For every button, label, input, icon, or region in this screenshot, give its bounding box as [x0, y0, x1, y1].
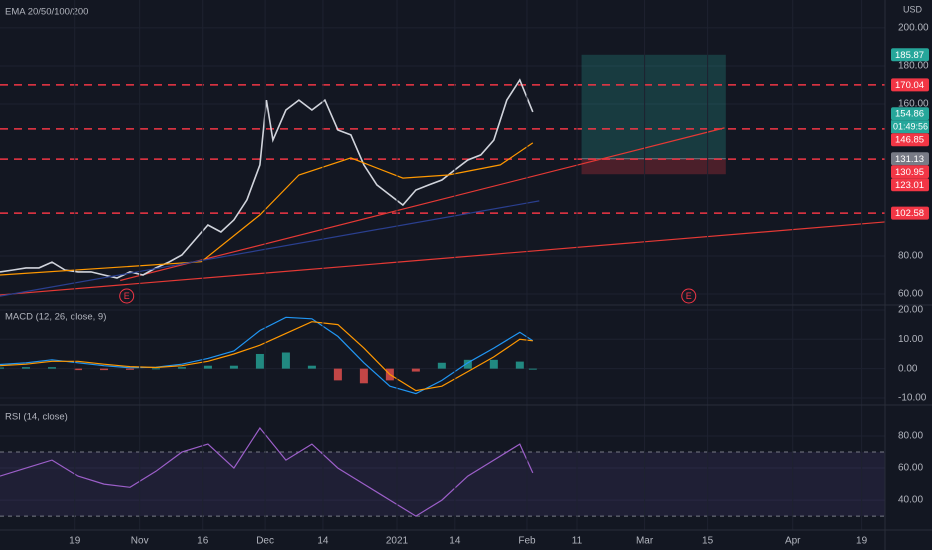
x-tick-label: Apr	[785, 536, 801, 547]
price-tag-label: 170.04	[895, 80, 924, 91]
histogram-bar	[125, 368, 134, 370]
histogram-bar	[515, 361, 524, 369]
x-tick-label: 2021	[386, 536, 409, 547]
y-tick-label: 60.00	[898, 289, 923, 300]
histogram-bar	[0, 367, 4, 369]
y-tick-label: 80.00	[898, 251, 923, 262]
price-tag	[891, 133, 929, 147]
price-tag	[891, 206, 929, 220]
position-target	[581, 54, 726, 159]
price-tag	[891, 48, 929, 62]
position-stop	[581, 158, 726, 175]
event-label: E	[686, 291, 692, 301]
trendline	[120, 127, 725, 282]
indicator-title: EMA 20/50/100/200	[5, 7, 88, 18]
series-line	[0, 78, 534, 279]
histogram-bar	[47, 367, 56, 369]
series-line	[0, 142, 534, 276]
price-tag-label: 123.01	[895, 180, 924, 191]
y-tick-label: 60.00	[898, 463, 923, 474]
event-marker	[681, 288, 697, 304]
x-tick-label: 14	[317, 536, 329, 547]
countdown-tag	[891, 120, 929, 134]
price-tag-label: 185.87	[895, 50, 924, 61]
event-marker	[119, 288, 135, 304]
currency-label: USD	[903, 4, 923, 14]
y-tick-label: 40.00	[898, 495, 923, 506]
price-tag-label: 146.85	[895, 135, 924, 146]
histogram-bar	[229, 365, 238, 369]
x-tick-label: 11	[572, 536, 583, 547]
event-label: E	[124, 291, 130, 301]
y-tick-label: 10.00	[898, 334, 923, 345]
histogram-bar	[151, 368, 160, 370]
y-tick-label: 0.00	[898, 363, 918, 374]
histogram-bar	[489, 359, 498, 369]
histogram-bar	[333, 368, 342, 381]
y-tick-label: 160.00	[898, 99, 929, 110]
histogram-bar	[203, 365, 212, 369]
histogram-bar	[255, 353, 264, 369]
y-tick-label: -10.00	[898, 393, 927, 404]
y-tick-label: 180.00	[898, 61, 929, 72]
indicator-title: MACD (12, 26, close, 9)	[5, 312, 106, 323]
countdown-label: 01:49:56	[893, 122, 928, 132]
histogram-bar	[281, 352, 290, 369]
histogram-bar	[411, 368, 420, 372]
x-tick-label: 16	[197, 536, 209, 547]
y-tick-label: 20.00	[898, 305, 923, 316]
y-tick-label: 80.00	[898, 431, 923, 442]
x-tick-label: Dec	[256, 536, 274, 547]
x-tick-label: 19	[856, 536, 868, 547]
price-tag	[891, 78, 929, 92]
price-tag	[891, 152, 929, 166]
y-tick-label: 200.00	[898, 23, 929, 34]
histogram-bar	[359, 368, 368, 384]
plot-area	[0, 426, 885, 517]
x-tick-label: Mar	[636, 536, 654, 547]
price-tag	[891, 107, 929, 121]
histogram-bar	[528, 368, 537, 370]
indicator-title: RSI (14, close)	[5, 412, 68, 423]
price-tag-label: 131.13	[895, 154, 924, 165]
histogram-bar	[307, 365, 316, 369]
x-tick-label: Feb	[518, 536, 536, 547]
histogram-bar	[73, 368, 82, 371]
pane: 60.00 80.00 160.00 180.00 200.00 E E EMA 20/50/…	[0, 4, 929, 304]
plot-area	[0, 27, 885, 297]
trendline	[0, 221, 885, 296]
pane: 40.00 60.00 80.00 RSI (14, close)	[0, 412, 923, 517]
histogram-bar	[437, 362, 446, 369]
price-tag	[891, 178, 929, 192]
histogram-bar	[463, 359, 472, 369]
price-tag-label: 154.86	[895, 109, 924, 120]
x-tick-label: 15	[702, 536, 714, 547]
price-tag-label: 130.95	[895, 167, 924, 178]
histogram-bar	[21, 367, 30, 369]
x-tick-label: Nov	[131, 536, 149, 547]
series-line	[0, 200, 540, 297]
price-tag	[891, 165, 929, 179]
x-tick-label: 14	[449, 536, 461, 547]
histogram-bar	[99, 368, 108, 371]
histogram-bar	[177, 367, 186, 369]
band-fill	[0, 452, 885, 517]
x-tick-label: 19	[69, 536, 81, 547]
price-tag-label: 102.58	[895, 208, 924, 219]
